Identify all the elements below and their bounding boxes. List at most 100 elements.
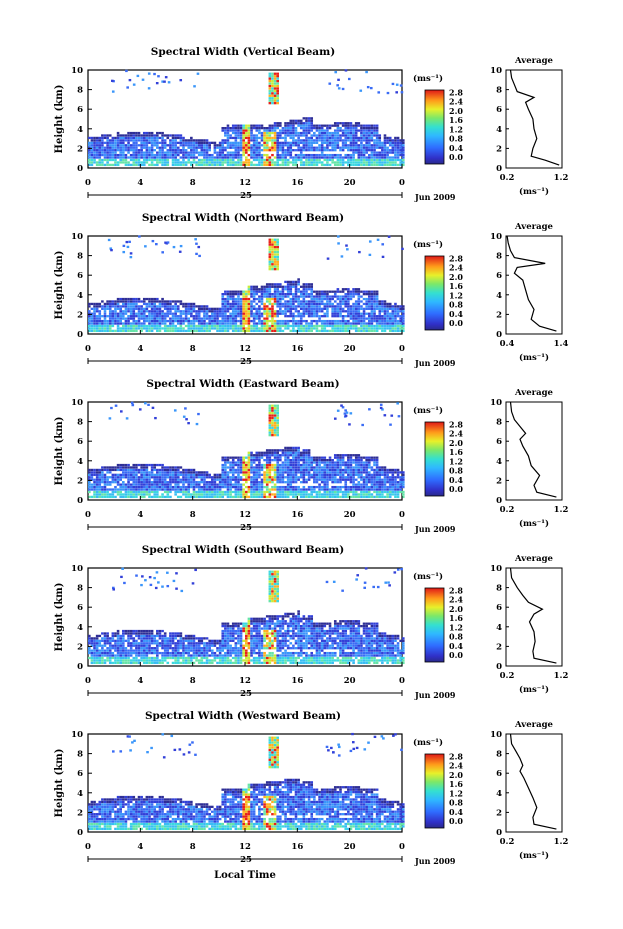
heatmap-cell [190, 481, 193, 484]
heatmap-cell [279, 481, 282, 484]
heatmap-cell [310, 122, 314, 125]
heatmap-cell [150, 476, 154, 479]
heatmap-cell [370, 310, 374, 313]
heatmap-cell [399, 144, 402, 147]
heatmap-cell [297, 490, 300, 494]
heatmap-cell [166, 163, 170, 167]
heatmap-cell [156, 476, 159, 479]
heatmap-cell [313, 466, 316, 469]
heatmap-cell [108, 153, 112, 157]
heatmap-cell [394, 144, 397, 147]
heatmap-cell [122, 317, 125, 320]
heatmap-cell [292, 324, 295, 328]
heatmap-cell [114, 481, 117, 484]
heatmap-cell [124, 302, 128, 306]
heatmap-cell [252, 324, 256, 328]
heatmap-cell [145, 471, 149, 474]
heatmap-cell [184, 163, 188, 167]
heatmap-cell [352, 290, 355, 293]
heatmap-cell [145, 473, 149, 476]
heatmap-cell [169, 481, 172, 484]
heatmap-cell [127, 463, 130, 467]
heatmap-cell [360, 129, 363, 132]
heatmap-cell [273, 471, 277, 474]
heatmap-cell [106, 322, 109, 325]
y-axis-label: Height (km) [54, 251, 65, 320]
heatmap-cell [103, 488, 107, 491]
heatmap-cell [292, 149, 295, 152]
heatmap-cell [247, 329, 251, 333]
heatmap-cell [341, 315, 345, 318]
heatmap-cell [237, 158, 240, 162]
heatmap-cell [150, 310, 154, 313]
heatmap-cell [341, 146, 345, 149]
heatmap-cell [286, 490, 290, 494]
heatmap-cell [229, 456, 232, 459]
heatmap-cell [101, 466, 104, 469]
heatmap-cell [90, 471, 94, 474]
heatmap-cell [344, 490, 348, 494]
heatmap-cell [336, 131, 340, 135]
heatmap-cell [108, 471, 112, 474]
heatmap-cell [360, 136, 363, 140]
heatmap-cell [258, 124, 261, 127]
heatmap-cell [195, 242, 198, 245]
heatmap-cell [122, 488, 125, 491]
heatmap-cell [114, 300, 117, 303]
heatmap-cell [284, 129, 287, 132]
heatmap-cell [378, 136, 382, 140]
heatmap-cell [153, 153, 157, 157]
heatmap-cell [258, 312, 261, 315]
heatmap-cell [116, 297, 120, 301]
heatmap-cell [310, 285, 314, 288]
heatmap-cell [132, 305, 136, 308]
heatmap-cell [399, 305, 402, 308]
heatmap-cell [132, 315, 136, 318]
heatmap-cell [362, 149, 366, 152]
heatmap-cell [297, 493, 300, 496]
heatmap-cell [315, 461, 319, 464]
heatmap-cell [127, 324, 130, 328]
heatmap-cell [140, 473, 143, 476]
heatmap-cell [192, 322, 196, 325]
heatmap-cell [326, 141, 329, 144]
heatmap-cell [336, 141, 340, 144]
heatmap-cell [224, 315, 227, 318]
heatmap-cell [318, 315, 321, 318]
heatmap-cell [383, 312, 387, 315]
heatmap-cell [218, 312, 222, 315]
heatmap-cell [279, 290, 282, 293]
heatmap-cell [247, 141, 251, 144]
heatmap-cell [273, 99, 277, 102]
heatmap-cell [237, 161, 240, 164]
heatmap-cell [305, 463, 308, 467]
heatmap-cell [156, 158, 159, 162]
panel-title: Spectral Width (Eastward Beam) [146, 378, 339, 390]
heatmap-cell [289, 481, 293, 484]
heatmap-cell [362, 297, 366, 301]
heatmap-cell [258, 463, 261, 467]
heatmap-cell [310, 139, 314, 142]
heatmap-cell [307, 485, 311, 489]
heatmap-cell [326, 292, 329, 296]
heatmap-cell [239, 485, 243, 489]
heatmap-cell [268, 124, 272, 127]
heatmap-cell [360, 468, 363, 472]
heatmap-cell [299, 149, 303, 152]
heatmap-cell [108, 319, 112, 323]
heatmap-cell [268, 468, 272, 472]
heatmap-cell [326, 300, 329, 303]
heatmap-cell [174, 161, 177, 164]
heatmap-cell [399, 329, 402, 333]
heatmap-cell [231, 141, 235, 144]
heatmap-cell [268, 495, 272, 499]
heatmap-cell [388, 305, 392, 308]
heatmap-cell [161, 300, 164, 303]
heatmap-cell [252, 454, 256, 457]
heatmap-cell [271, 451, 274, 454]
heatmap-cell [116, 315, 120, 318]
heatmap-cell [357, 144, 361, 147]
heatmap-cell [237, 476, 240, 479]
heatmap-cell [294, 307, 298, 310]
heatmap-cell [260, 483, 264, 486]
